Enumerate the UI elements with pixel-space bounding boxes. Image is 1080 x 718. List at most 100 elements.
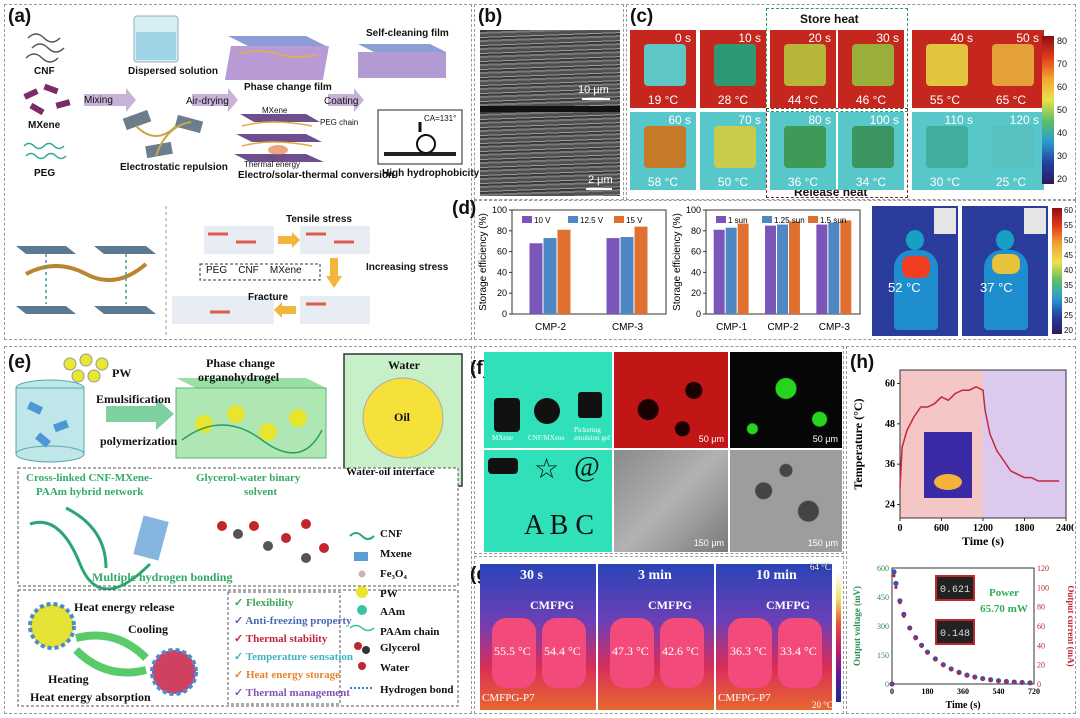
- caption-pickering: Pickering emulsion gel: [574, 426, 610, 442]
- property-item: ✓ Heat energy storage: [234, 669, 341, 681]
- plot-frame: [891, 567, 1035, 685]
- current-point: [949, 667, 953, 672]
- tensile-stress-label: Tensile stress: [286, 214, 352, 225]
- current-point: [933, 658, 937, 662]
- cooling-label: Cooling: [128, 622, 169, 636]
- legend-label: 12.5 V: [580, 216, 604, 225]
- y-tick-label: 20: [691, 288, 701, 298]
- step-air-drying: Air-drying: [186, 96, 229, 107]
- star-icon: ☆: [534, 454, 560, 485]
- thermal-time: 100 s: [869, 113, 899, 127]
- panel-c-label: (c): [630, 6, 654, 27]
- legend-swatch: [614, 216, 624, 223]
- current-point: [957, 670, 961, 674]
- phase-change-film-label: Phase change film: [244, 82, 332, 93]
- thermal-time: 110 s: [944, 113, 973, 127]
- oil-label: Oil: [394, 410, 411, 424]
- panel-e-illustration: [15, 353, 463, 707]
- body-hotspot: [992, 254, 1020, 274]
- thermal-g-name: CMFPG: [766, 598, 810, 612]
- colorbar-d-tick: 55: [1064, 221, 1073, 230]
- x-tick-label: CMP-3: [612, 322, 644, 333]
- y-tick-label: 300: [877, 622, 889, 631]
- thermal-square: [784, 126, 826, 168]
- thermal-square: [992, 44, 1034, 86]
- colorbar-c: [1042, 36, 1054, 184]
- electrostatic-cluster-icon: [122, 109, 204, 159]
- plot-frame: [511, 209, 667, 315]
- mxene-tag: MXene: [262, 106, 288, 115]
- thermal-temp: 30 °C: [929, 175, 961, 189]
- legend-swatch: [808, 216, 818, 223]
- thermal-time: 80 s: [808, 113, 831, 127]
- legend-item: AAm: [380, 606, 406, 618]
- scale-bar-top: [582, 98, 610, 100]
- thermal-g-name: CMFPG: [648, 598, 692, 612]
- current-point: [989, 678, 993, 682]
- legend-item: CNF: [380, 528, 403, 540]
- mxene-sheet-icon: [133, 515, 169, 561]
- y-tick-label: 20: [497, 288, 507, 298]
- y2-tick-label: 0: [1037, 680, 1041, 689]
- x-tick-label: CMP-3: [819, 322, 851, 333]
- colorbar-c-tick: 80: [1057, 36, 1068, 46]
- property-item: ✓ Anti-freezing property: [234, 615, 352, 627]
- row1-tile-4: 40 s 55 °C: [912, 30, 978, 108]
- material-label-mxene: MXene: [28, 120, 61, 131]
- emulsion-vials: MXene CNF/MXene Pickering emulsion gel: [484, 352, 612, 448]
- panel-a-label: (a): [8, 6, 32, 27]
- y-tick-label: 450: [877, 593, 889, 602]
- thermal-g-temp-right: 33.4 °C: [780, 644, 817, 658]
- thermal-square: [992, 126, 1034, 168]
- y-tick-label: 40: [497, 267, 507, 277]
- scale-150a: 150 μm: [693, 538, 724, 548]
- y-tick-label: 80: [497, 226, 507, 236]
- x-tick-label: 0: [890, 687, 894, 696]
- scale-50b: 50 μm: [812, 434, 838, 444]
- conversion-label: Electro/solar-thermal conversion: [238, 170, 395, 181]
- legend-item: Mxene: [380, 548, 412, 560]
- panel-d-label: (d): [452, 198, 477, 219]
- water-label: Water: [388, 358, 420, 372]
- body-head-icon: [996, 230, 1014, 250]
- thermal-g-temp-left: 36.3 °C: [730, 644, 767, 658]
- bar: [828, 222, 840, 314]
- legend-label: 15 V: [626, 216, 643, 225]
- current-point: [898, 601, 902, 605]
- legend-item: Glycerol: [380, 642, 421, 654]
- thermal-time: 10 s: [738, 31, 761, 45]
- row1-tile-0: 0 s 19 °C: [630, 30, 696, 108]
- x-tick-label: 2400: [1056, 523, 1074, 534]
- meter-reading: 0.621: [940, 585, 970, 596]
- y-tick-label: 24: [885, 500, 895, 511]
- bar: [840, 220, 852, 314]
- electrostatic-label: Electrostatic repulsion: [120, 162, 228, 173]
- colorbar-c-tick: 40: [1057, 128, 1068, 138]
- thermal-square: [714, 44, 756, 86]
- row2-tile-3: 100 s 34 °C: [838, 112, 904, 190]
- y2-tick-label: 20: [1037, 661, 1045, 670]
- panel-b-label: (b): [478, 6, 503, 27]
- sem-image-top: [480, 30, 620, 106]
- y2-axis-label: Output current (mA): [1066, 585, 1074, 666]
- bar: [777, 224, 788, 314]
- legend-swatch: [716, 216, 726, 223]
- thermal-temp: 46 °C: [855, 93, 887, 107]
- mannequin-icon: [1024, 208, 1046, 234]
- row2-tile-1: 70 s 50 °C: [700, 112, 766, 190]
- emulsification-label: Emulsification: [96, 392, 171, 406]
- arrow-icon: [106, 398, 174, 430]
- row2-tile-4: 110 s 30 °C: [912, 112, 978, 190]
- thermal-g-time: 30 s: [520, 568, 543, 583]
- thermal-time: 50 s: [1016, 31, 1039, 45]
- y2-tick-label: 40: [1037, 641, 1045, 650]
- colorbar-c-tick: 20: [1057, 174, 1068, 184]
- colorbar-d-tick: 25: [1064, 311, 1073, 320]
- thermal-time: 30 s: [876, 31, 899, 45]
- panel-e: [4, 346, 472, 714]
- polymerization-label: polymerization: [100, 434, 178, 448]
- colorbar-d-tick: 40: [1064, 266, 1073, 275]
- current-point: [892, 574, 896, 578]
- step-coating: Coating: [324, 96, 359, 107]
- voltage-point: [891, 569, 897, 575]
